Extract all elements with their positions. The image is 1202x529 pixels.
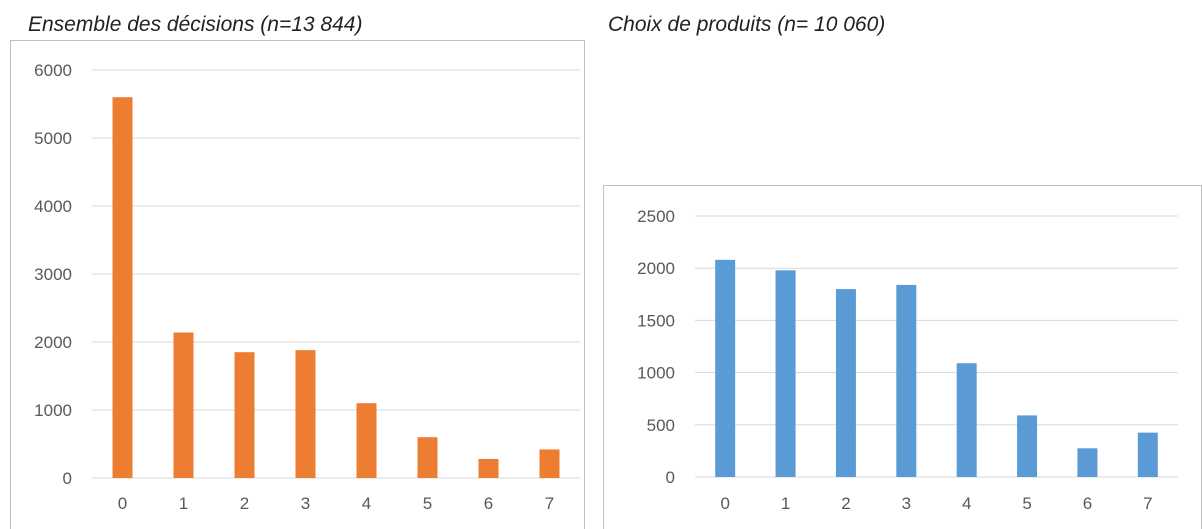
bar-right-0	[715, 259, 736, 477]
y-tick-label-right-1: 500	[647, 416, 675, 435]
x-tick-label-right-2: 2	[841, 494, 850, 513]
x-tick-label-left-4: 4	[362, 494, 371, 513]
x-tick-label-left-6: 6	[484, 494, 493, 513]
y-tick-label-left-4: 4000	[34, 197, 72, 216]
y-tick-label-right-4: 2000	[637, 259, 675, 278]
chart-frame-left	[10, 40, 585, 529]
x-tick-label-right-3: 3	[902, 494, 911, 513]
y-tick-label-left-3: 3000	[34, 265, 72, 284]
x-tick-label-right-4: 4	[962, 494, 971, 513]
y-tick-label-left-1: 1000	[34, 401, 72, 420]
x-tick-label-left-0: 0	[118, 494, 127, 513]
x-tick-label-left-1: 1	[179, 494, 188, 513]
x-tick-label-right-0: 0	[720, 494, 729, 513]
y-tick-label-right-2: 1000	[637, 364, 675, 383]
bar-right-2	[835, 289, 856, 477]
x-tick-label-right-1: 1	[781, 494, 790, 513]
bar-right-5	[1017, 415, 1038, 477]
bar-right-6	[1077, 448, 1098, 477]
y-tick-label-left-0: 0	[63, 469, 72, 488]
chart-title-left: Ensemble des décisions (n=13 844)	[28, 13, 363, 36]
bar-left-5	[417, 437, 438, 478]
y-tick-label-right-5: 2500	[637, 207, 675, 226]
y-tick-label-left-2: 2000	[34, 333, 72, 352]
x-tick-label-left-2: 2	[240, 494, 249, 513]
bar-left-6	[478, 458, 499, 478]
x-tick-label-left-7: 7	[545, 494, 554, 513]
x-tick-label-right-5: 5	[1022, 494, 1031, 513]
x-tick-label-left-5: 5	[423, 494, 432, 513]
bar-left-2	[234, 352, 255, 478]
x-tick-label-right-7: 7	[1143, 494, 1152, 513]
x-tick-label-right-6: 6	[1083, 494, 1092, 513]
bar-left-3	[295, 350, 316, 478]
bar-left-1	[173, 332, 194, 478]
bar-right-4	[956, 363, 977, 477]
bar-left-4	[356, 403, 377, 478]
y-tick-label-left-5: 5000	[34, 129, 72, 148]
y-tick-label-right-3: 1500	[637, 311, 675, 330]
bar-right-7	[1137, 432, 1158, 477]
bar-right-3	[896, 284, 917, 477]
chart-title-right: Choix de produits (n= 10 060)	[608, 13, 886, 36]
bar-right-1	[775, 270, 796, 477]
x-tick-label-left-3: 3	[301, 494, 310, 513]
y-tick-label-left-6: 6000	[34, 61, 72, 80]
y-tick-label-right-0: 0	[666, 468, 675, 487]
bar-left-0	[112, 97, 133, 478]
bar-left-7	[539, 449, 560, 478]
